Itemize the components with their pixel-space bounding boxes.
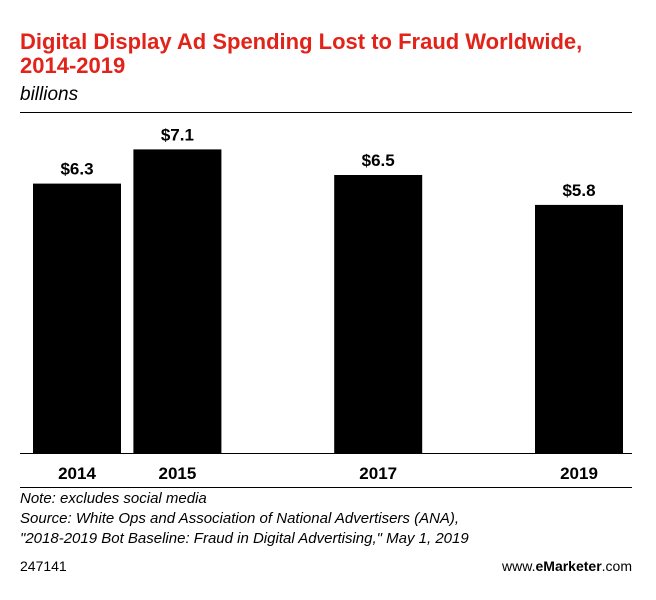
- value-label-2014: $6.3: [60, 160, 93, 179]
- chart-notes: Note: excludes social media Source: Whit…: [20, 489, 469, 549]
- brand-prefix: www.: [502, 558, 536, 574]
- x-tick-label-2015: 2015: [158, 464, 196, 483]
- bottom-rule: [20, 487, 632, 488]
- source-line-1: Source: White Ops and Association of Nat…: [20, 510, 460, 527]
- chart-title: Digital Display Ad Spending Lost to Frau…: [20, 29, 583, 78]
- bar-2015: [133, 149, 222, 453]
- chart-id: 247141: [20, 558, 67, 574]
- bar-2019: [535, 204, 623, 453]
- bar-2017: [334, 175, 423, 453]
- value-label-2017: $6.5: [362, 151, 395, 170]
- top-rule: [20, 112, 632, 113]
- x-tick-label-2014: 2014: [58, 464, 96, 483]
- value-label-2015: $7.1: [161, 125, 194, 144]
- x-tick-label-2019: 2019: [560, 464, 598, 483]
- chart-subtitle: billions: [20, 84, 79, 105]
- x-tick-label-2017: 2017: [359, 464, 397, 483]
- bar-chart: $6.3 2014 $7.1 2015 $6.5 2017 $5.8 2019: [20, 125, 632, 483]
- bar-2014: [33, 183, 121, 453]
- note-text: Note: excludes social media: [20, 490, 207, 507]
- value-label-2019: $5.8: [562, 181, 595, 200]
- brand-name: eMarketer: [535, 558, 602, 574]
- source-line-2: "2018-2019 Bot Baseline: Fraud in Digita…: [20, 530, 469, 547]
- brand-suffix: .com: [601, 558, 632, 574]
- brand-link[interactable]: www.eMarketer.com: [502, 558, 632, 574]
